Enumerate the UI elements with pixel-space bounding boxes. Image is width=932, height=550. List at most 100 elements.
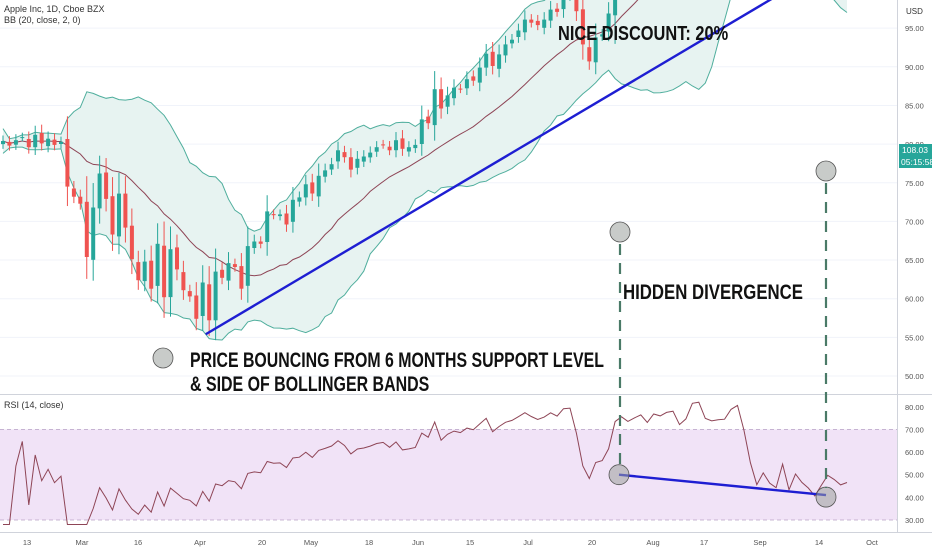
candle-body (155, 243, 160, 286)
time-tick-label: Jul (523, 538, 533, 547)
bb-indicator-label: BB (20, close, 2, 0) (4, 15, 81, 25)
candle-body (529, 19, 534, 23)
rsi-indicator-label: RSI (14, close) (4, 400, 64, 410)
candle (348, 148, 353, 178)
candle-body (1, 141, 5, 145)
candle (458, 84, 463, 94)
candle (516, 23, 521, 43)
candle (245, 226, 250, 303)
candle (413, 139, 418, 153)
trendlines (152, 0, 837, 508)
candle-body (342, 152, 347, 158)
candle (426, 109, 431, 130)
candle-body (329, 164, 334, 170)
candle-body (20, 137, 25, 139)
time-tick-label: Jun (412, 538, 424, 547)
rsi-divergence-line (618, 473, 827, 497)
candle (162, 221, 167, 318)
candle (232, 258, 237, 272)
candle (278, 209, 282, 221)
candle-body (561, 0, 566, 10)
candle-body (168, 249, 173, 298)
candle (361, 150, 366, 167)
time-tick-label: Mar (76, 538, 89, 547)
candle (310, 173, 315, 201)
candle (406, 141, 411, 157)
candle (1, 135, 5, 149)
rsi-tick-label: 80.00 (905, 403, 924, 412)
candle (207, 266, 212, 336)
candle-body (368, 152, 373, 158)
candle (374, 141, 379, 157)
candle (355, 151, 360, 175)
price-tick-label: 55.00 (905, 333, 924, 342)
time-tick-label: Sep (753, 538, 766, 547)
time-tick-label: May (304, 538, 318, 547)
candle (290, 186, 295, 233)
candle (522, 10, 527, 41)
candle (13, 134, 18, 150)
candle (471, 70, 476, 86)
candle-body (33, 134, 38, 148)
candle (303, 174, 308, 206)
candle (452, 79, 456, 106)
rsi-band (0, 429, 897, 520)
candle-body (303, 184, 308, 198)
candle-body (297, 197, 302, 202)
touch-circle-jul (609, 221, 631, 243)
candle-body (97, 173, 102, 209)
last-price-value: 108.03 (902, 145, 928, 155)
candle (20, 132, 25, 142)
price-axis: 50.0055.0060.0065.0070.0075.0080.0085.00… (905, 24, 924, 381)
candle-body (52, 139, 57, 145)
candle-body (78, 196, 83, 204)
candle-body (13, 140, 18, 145)
candle-body (278, 214, 282, 217)
candle (394, 132, 398, 158)
candle-body (258, 241, 263, 244)
candle-body (464, 79, 469, 89)
time-tick-label: 16 (134, 538, 142, 547)
candle-body (458, 88, 463, 90)
candle-body (490, 51, 495, 66)
candle-body (387, 146, 392, 151)
candle (542, 12, 547, 35)
candle (510, 33, 514, 49)
time-tick-label: 17 (700, 538, 708, 547)
candle (368, 146, 373, 163)
touch-circle-mar (152, 347, 174, 369)
candle (181, 260, 186, 300)
candle-body (65, 139, 70, 187)
candle-body (316, 175, 321, 197)
candle (490, 41, 495, 75)
candle (535, 14, 540, 31)
candle-body (600, 34, 605, 37)
candle (194, 282, 199, 331)
time-tick-label: 20 (588, 538, 596, 547)
candle-body (123, 193, 128, 228)
candle-body (439, 89, 444, 109)
candle-body (477, 67, 482, 83)
candle-body (400, 138, 405, 149)
candle (529, 14, 534, 28)
candle (464, 71, 469, 96)
price-tick-label: 65.00 (905, 256, 924, 265)
candle-body (149, 260, 154, 289)
time-axis: 13 Mar 16 Apr 20 May 18 Jun 15 Jul 20 Aug 17 Sep 14 Oct (23, 538, 879, 547)
candle (252, 234, 257, 254)
candle-body (471, 76, 476, 81)
candle-body (84, 201, 89, 257)
bb-basis-line (2, 0, 639, 277)
candle-body (606, 13, 611, 32)
candle-body (239, 266, 244, 289)
candle (71, 180, 76, 204)
candle (46, 131, 51, 153)
candle-body (548, 9, 553, 21)
rsi-tick-label: 60.00 (905, 448, 924, 457)
candle (477, 57, 482, 92)
candle-body (290, 199, 295, 222)
candle (78, 189, 83, 210)
candle (155, 223, 160, 304)
time-tick-label: Apr (194, 538, 206, 547)
